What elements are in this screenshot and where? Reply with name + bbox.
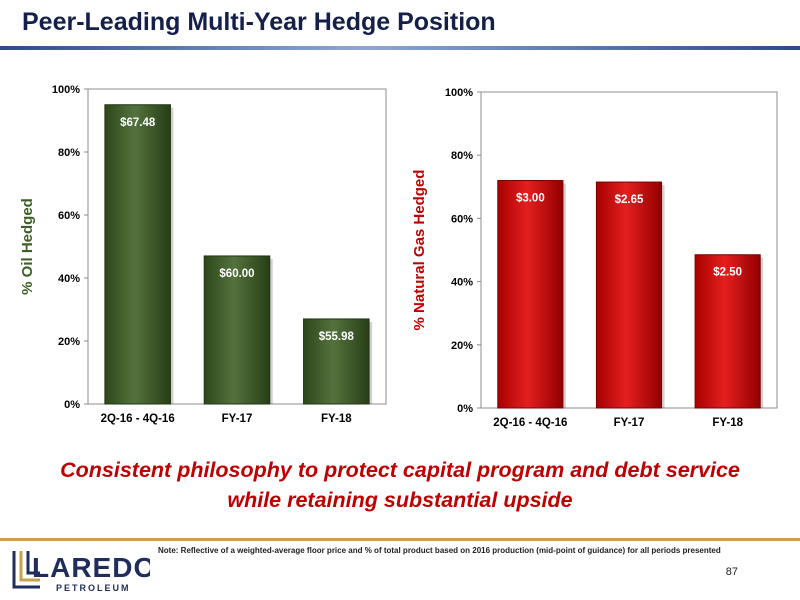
- y-tick-label: 100%: [52, 84, 80, 96]
- y-tick-label: 60%: [451, 213, 473, 225]
- tagline-line-2: while retaining substantial upside: [227, 488, 573, 512]
- y-tick-label: 40%: [451, 277, 473, 289]
- y-tick-label: 60%: [58, 210, 80, 222]
- y-tick-label: 80%: [451, 150, 473, 162]
- logo-subtitle: PETROLEUM: [56, 583, 131, 593]
- x-tick-label: 2Q-16 - 4Q-16: [101, 413, 175, 425]
- bar: [104, 104, 171, 405]
- y-tick-label: 0%: [457, 403, 473, 415]
- y-axis-label: % Oil Hedged: [19, 198, 36, 295]
- bar: [303, 318, 370, 405]
- page-number: 87: [725, 566, 738, 578]
- y-tick-label: 20%: [451, 340, 473, 352]
- footer-divider: [0, 538, 800, 541]
- bar: [203, 255, 271, 405]
- y-tick-label: 80%: [58, 147, 80, 159]
- x-tick-label: 2Q-16 - 4Q-16: [493, 417, 567, 429]
- tagline: Consistent philosophy to protect capital…: [0, 455, 800, 515]
- y-tick-label: 40%: [58, 273, 80, 285]
- title-divider: [0, 46, 800, 50]
- bar-data-label: $67.48: [120, 117, 156, 129]
- x-tick-label: FY-18: [712, 417, 743, 429]
- y-tick-label: 20%: [58, 336, 80, 348]
- y-tick-label: 0%: [64, 399, 80, 411]
- slide-title: Peer-Leading Multi-Year Hedge Position: [22, 8, 496, 36]
- bar-data-label: $3.00: [516, 192, 545, 204]
- bar: [595, 181, 663, 409]
- logo-wordmark: LAREDO: [32, 552, 150, 583]
- footnote: Note: Reflective of a weighted-average f…: [158, 546, 721, 555]
- logo-mark: [12, 551, 40, 589]
- tagline-line-1: Consistent philosophy to protect capital…: [60, 458, 740, 482]
- x-tick-label: FY-17: [222, 413, 253, 425]
- y-axis-label: % Natural Gas Hedged: [411, 170, 428, 331]
- x-tick-label: FY-17: [614, 417, 645, 429]
- x-tick-label: FY-18: [321, 413, 352, 425]
- bar: [694, 254, 761, 409]
- laredo-logo: LAREDO PETROLEUM: [12, 551, 150, 593]
- bar-data-label: $55.98: [319, 331, 355, 343]
- bar-data-label: $2.65: [615, 194, 644, 206]
- bar-data-label: $2.50: [713, 267, 742, 279]
- y-tick-label: 100%: [445, 87, 473, 99]
- bar: [497, 179, 564, 409]
- bar-data-label: $60.00: [219, 268, 254, 280]
